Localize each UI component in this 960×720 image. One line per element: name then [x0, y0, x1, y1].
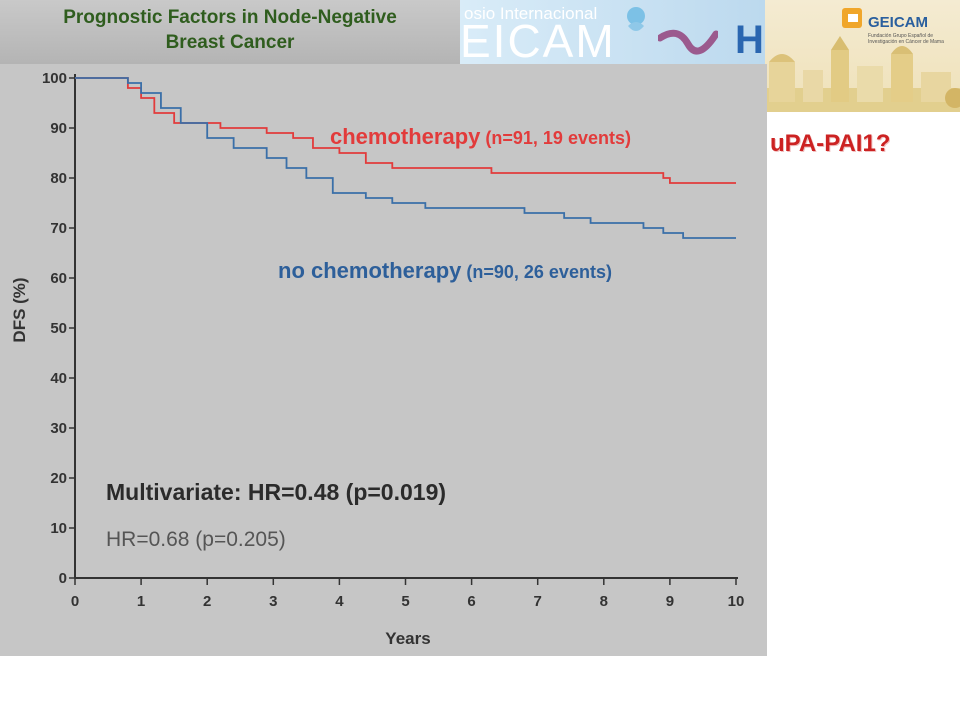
y-tick-label: 90 — [50, 120, 67, 137]
y-tick-label: 80 — [50, 170, 67, 187]
x-tick-label: 3 — [269, 593, 277, 610]
x-tick-label: 8 — [600, 593, 608, 610]
ribbon-icon — [658, 29, 718, 55]
x-tick-label: 2 — [203, 593, 211, 610]
banner-subtitle: osio Internacional — [464, 4, 598, 23]
slide-title-line-1: Prognostic Factors in Node-Negative — [63, 7, 397, 28]
y-tick-label: 70 — [50, 220, 67, 237]
y-tick-label: 30 — [50, 420, 67, 437]
y-tick-label: 50 — [50, 320, 67, 337]
x-tick-label: 7 — [534, 593, 542, 610]
y-tick-label: 20 — [50, 470, 67, 487]
slide-header — [0, 0, 460, 64]
geicam-caption: Fundación Grupo Español de Investigación… — [868, 33, 944, 45]
geicam-logo-icon — [842, 8, 862, 28]
y-tick-label: 10 — [50, 520, 67, 537]
series-label-no-chemotherapy: no chemotherapy (n=90, 26 events) — [278, 258, 612, 283]
x-tick-label: 9 — [666, 593, 674, 610]
city-illustration — [765, 0, 960, 112]
x-tick-label: 1 — [137, 593, 145, 610]
y-tick-label: 40 — [50, 370, 67, 387]
geicam-name: GEICAM — [868, 14, 928, 31]
x-tick-label: 5 — [401, 593, 409, 610]
x-tick-label: 4 — [335, 593, 344, 610]
banner-title: EICAM — [460, 15, 616, 64]
city-skyline — [765, 36, 960, 112]
x-tick-label: 6 — [467, 593, 475, 610]
dfs-chart: 0 10 20 30 40 50 60 70 80 90 100 0 1 2 3 4 5 6 7 8 9 10 Years D… — [10, 70, 745, 648]
banner-logo-h: H — [735, 18, 764, 62]
symposium-banner: osio Internacional EICAM H — [460, 0, 765, 64]
series-label-chemotherapy: chemotherapy (n=91, 19 events) — [330, 124, 631, 149]
y-axis-title: DFS (%) — [10, 277, 29, 342]
drop-icon — [627, 7, 645, 31]
x-axis-title: Years — [385, 629, 430, 648]
annotation-univariate: HR=0.68 (p=0.205) — [106, 528, 286, 551]
x-tick-label: 0 — [71, 593, 79, 610]
annotation-multivariate: Multivariate: HR=0.48 (p=0.019) — [106, 479, 446, 505]
chart-panel: 0 10 20 30 40 50 60 70 80 90 100 0 1 2 3 4 5 6 7 8 9 10 Years D… — [0, 64, 767, 656]
y-tick-label: 100 — [42, 70, 67, 87]
upa-question: uPA-PAI1? — [770, 130, 891, 157]
slide-title: Prognostic Factors in Node-Negative Brea… — [0, 5, 460, 55]
x-tick-label: 10 — [728, 593, 745, 610]
y-tick-label: 60 — [50, 270, 67, 287]
slide-title-line-2: Breast Cancer — [165, 32, 295, 53]
series-line-no-chemotherapy — [75, 77, 736, 239]
y-tick-label: 0 — [59, 570, 67, 587]
series-line-chemotherapy — [75, 77, 736, 184]
